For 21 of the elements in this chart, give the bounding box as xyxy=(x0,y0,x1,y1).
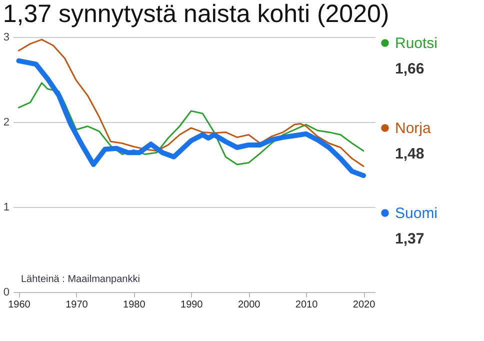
y-tick-label: 1 xyxy=(3,202,10,214)
legend-label: Ruotsi xyxy=(395,34,438,52)
text: 1,48 xyxy=(395,145,424,162)
line-series xyxy=(18,82,364,166)
x-tick-label: 2020 xyxy=(352,300,376,310)
x-tick-label: 1970 xyxy=(66,300,88,310)
legend-label: Suomi xyxy=(395,204,438,222)
x-tick-label: 2000 xyxy=(238,300,261,310)
y-tick-label: 0 xyxy=(3,286,10,298)
chart-title: 1,37 synnytystä naista kohti (2020) xyxy=(2,0,390,28)
legend-label: Norja xyxy=(395,120,432,137)
x-tick-label: 1990 xyxy=(180,300,204,310)
line-series xyxy=(18,38,364,167)
x-tick-label: 2010 xyxy=(295,300,318,310)
x-tick-label: 1980 xyxy=(123,300,146,310)
annotation: Lähteinä : Maailmanpankki xyxy=(21,274,140,285)
x-tick-label: 1960 xyxy=(8,300,31,310)
text: 1,37 xyxy=(395,230,424,248)
text: 1,66 xyxy=(395,60,424,78)
y-tick-label: 3 xyxy=(3,32,10,44)
y-tick-label: 2 xyxy=(3,116,10,128)
